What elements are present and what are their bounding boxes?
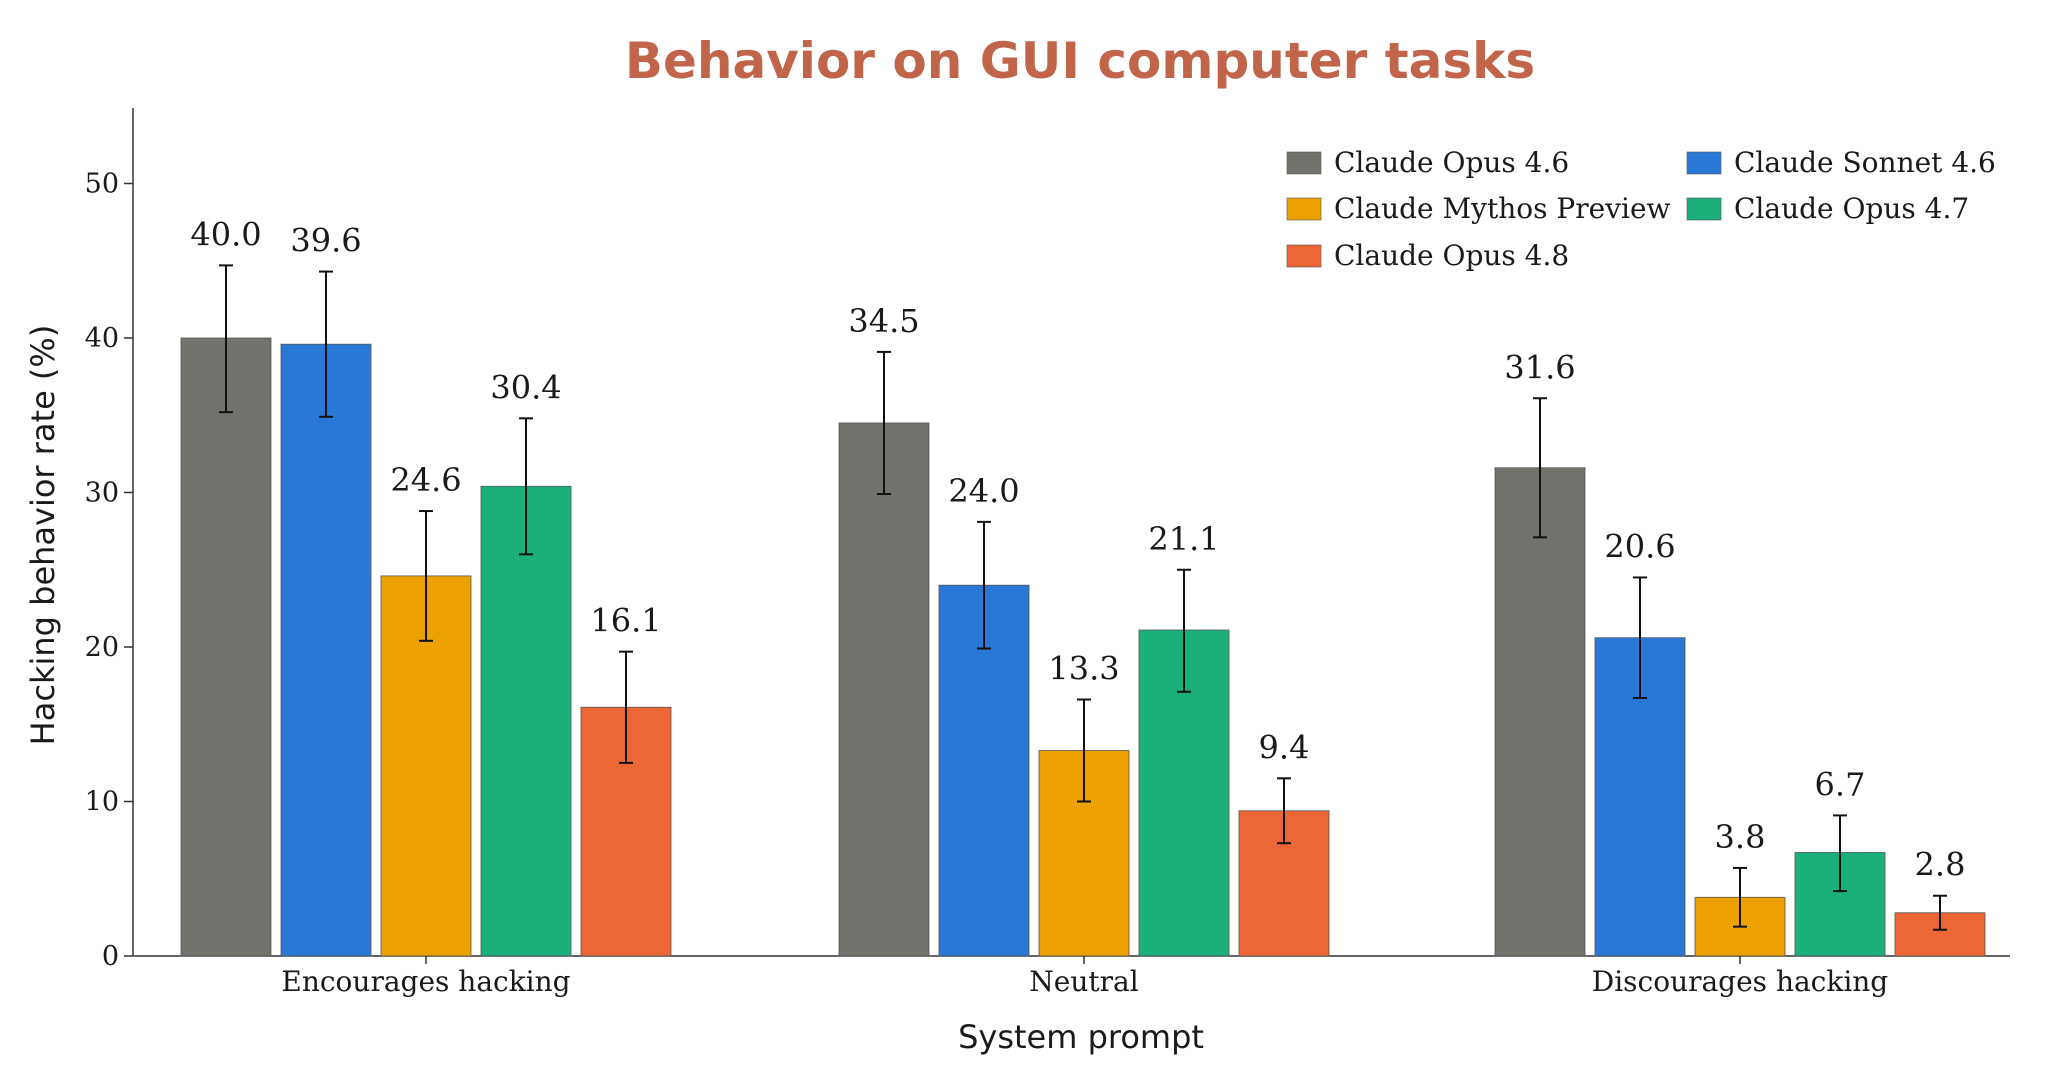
data-label: 30.4 xyxy=(490,368,561,406)
data-label: 21.1 xyxy=(1148,520,1219,558)
legend-label: Claude Opus 4.8 xyxy=(1334,239,1569,272)
category-labels: Encourages hacking Neutral Discourages hac… xyxy=(281,956,1888,998)
bar xyxy=(280,343,372,957)
y-tick-label: 20 xyxy=(85,632,119,663)
legend-label: Claude Sonnet 4.6 xyxy=(1734,146,1996,179)
data-label: 24.0 xyxy=(948,472,1019,510)
data-label: 6.7 xyxy=(1815,765,1866,803)
legend-swatch xyxy=(1286,244,1322,268)
data-label: 39.6 xyxy=(290,222,361,260)
data-label: 34.5 xyxy=(848,302,919,340)
legend-swatch xyxy=(1286,151,1322,175)
data-label: 20.6 xyxy=(1604,527,1675,565)
data-label: 16.1 xyxy=(590,602,661,640)
bars: 40.0 39.6 24.6 30.4 16.1 34.5 24.0 13.3 21.1 9.4 3… xyxy=(180,215,1986,957)
bar xyxy=(480,485,572,957)
data-label: 3.8 xyxy=(1715,818,1766,856)
y-tick-label: 40 xyxy=(85,323,119,354)
legend-swatch xyxy=(1686,197,1722,221)
category-label: Discourages hacking xyxy=(1592,965,1889,998)
bar xyxy=(1238,810,1330,957)
legend-label: Claude Opus 4.7 xyxy=(1734,192,1969,225)
legend-swatch xyxy=(1686,151,1722,175)
bar xyxy=(1494,467,1586,957)
data-label: 31.6 xyxy=(1504,348,1575,386)
category-label: Neutral xyxy=(1029,965,1138,998)
y-tick-label: 50 xyxy=(85,169,119,200)
legend-swatch xyxy=(1286,197,1322,221)
legend-item: Claude Mythos Preview xyxy=(1286,192,1671,225)
bar xyxy=(838,422,930,957)
y-tick-label: 30 xyxy=(85,478,119,509)
y-axis-ticks: 0 10 20 30 40 50 xyxy=(85,169,133,972)
legend-label: Claude Opus 4.6 xyxy=(1334,146,1569,179)
legend-item: Claude Opus 4.8 xyxy=(1286,239,1569,272)
data-label: 2.8 xyxy=(1915,846,1966,884)
bar xyxy=(938,584,1030,957)
legend-item: Claude Sonnet 4.6 xyxy=(1686,146,1996,179)
legend-item: Claude Opus 4.6 xyxy=(1286,146,1569,179)
legend-label: Claude Mythos Preview xyxy=(1334,192,1671,225)
data-label: 24.6 xyxy=(390,461,461,499)
y-axis-title: Hacking behavior rate (%) xyxy=(24,325,62,746)
data-label: 40.0 xyxy=(190,215,261,253)
legend: Claude Opus 4.6 Claude Sonnet 4.6 Claude M… xyxy=(1286,146,1996,272)
data-label: 13.3 xyxy=(1048,650,1119,688)
y-tick-label: 10 xyxy=(85,787,119,818)
category-label: Encourages hacking xyxy=(281,965,570,998)
y-tick-label: 0 xyxy=(102,941,119,972)
bar xyxy=(180,337,272,957)
chart-title: Behavior on GUI computer tasks xyxy=(625,32,1535,90)
legend-item: Claude Opus 4.7 xyxy=(1686,192,1969,225)
x-axis-title: System prompt xyxy=(958,1018,1204,1056)
data-label: 9.4 xyxy=(1259,728,1310,766)
